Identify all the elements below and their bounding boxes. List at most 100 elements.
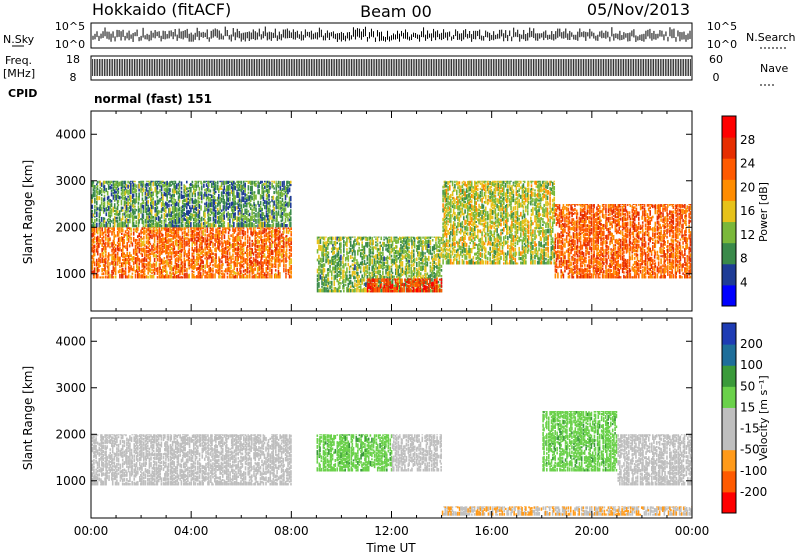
heatmap-cell [354, 271, 356, 276]
heatmap-cell [349, 236, 352, 241]
heatmap-cell [258, 272, 261, 279]
heatmap-cell [390, 286, 393, 293]
heatmap-cell [456, 225, 458, 229]
heatmap-cell [107, 211, 110, 218]
heatmap-cell [95, 242, 98, 245]
heatmap-cell [418, 240, 420, 244]
heatmap-cell [113, 203, 116, 209]
heatmap-cell [96, 207, 99, 211]
heatmap-cell [410, 255, 412, 260]
heatmap-cell [433, 250, 436, 254]
heatmap-cell [241, 264, 244, 268]
heatmap-cell [132, 209, 135, 216]
heatmap-cell [269, 201, 271, 204]
heatmap-cell [447, 181, 449, 185]
heatmap-cell [444, 215, 447, 218]
heatmap-cell [132, 265, 135, 272]
heatmap-cell [288, 243, 291, 248]
heatmap-cell [227, 261, 230, 267]
heatmap-cell [267, 227, 269, 230]
heatmap-cell [490, 192, 493, 199]
heatmap-cell [289, 202, 292, 209]
heatmap-cell [135, 189, 138, 193]
heatmap-cell [233, 242, 236, 248]
heatmap-cell [159, 244, 161, 247]
heatmap-cell [390, 248, 393, 251]
heatmap-cell [442, 253, 444, 259]
heatmap-cell [457, 221, 459, 228]
heatmap-cell [340, 290, 342, 293]
heatmap-cell [107, 237, 110, 243]
heatmap-cell [454, 180, 456, 184]
heatmap-cell [134, 198, 136, 205]
heatmap-cell [429, 236, 432, 240]
heatmap-cell [175, 190, 178, 195]
heatmap-cell [373, 279, 376, 284]
heatmap-cell [354, 238, 356, 243]
heatmap-cell [484, 189, 487, 194]
heatmap-cell [175, 274, 178, 279]
heatmap-cell [337, 236, 340, 239]
heatmap-cell [222, 200, 225, 205]
heatmap-cell [153, 243, 156, 247]
heatmap-cell [145, 207, 148, 211]
heatmap-cell [236, 252, 238, 257]
heatmap-cell [382, 278, 385, 282]
heatmap-cell [258, 184, 260, 189]
heatmap-cell [145, 180, 148, 182]
heatmap-cell [496, 203, 498, 209]
heatmap-cell [321, 288, 323, 293]
heatmap-cell [257, 211, 259, 218]
heatmap-cell [457, 186, 459, 190]
heatmap-cell [426, 236, 429, 240]
heatmap-cell [465, 255, 468, 260]
heatmap-cell [461, 197, 464, 202]
heatmap-cell [140, 259, 142, 263]
heatmap-cell [102, 263, 105, 267]
heatmap-cell [130, 188, 132, 195]
heatmap-cell [276, 195, 278, 199]
heatmap-cell [457, 216, 459, 221]
heatmap-cell [469, 192, 472, 195]
heatmap-cell [359, 249, 362, 252]
heatmap-cell [428, 278, 430, 280]
heatmap-cell [472, 244, 475, 250]
heatmap-cell [405, 236, 408, 239]
heatmap-cell [175, 224, 178, 228]
heatmap-cell [236, 222, 238, 228]
heatmap-cell [209, 202, 212, 208]
heatmap-cell [178, 184, 181, 189]
heatmap-cell [114, 258, 117, 261]
heatmap-cell [267, 255, 269, 259]
heatmap-cell [227, 245, 230, 249]
heatmap-cell [361, 252, 364, 255]
heatmap-cell [322, 247, 325, 254]
heatmap-cell [442, 217, 444, 222]
heatmap-cell [152, 181, 155, 187]
heatmap-cell [447, 252, 449, 259]
heatmap-cell [121, 273, 123, 279]
heatmap-cell [386, 278, 388, 280]
heatmap-cell [202, 229, 204, 236]
heatmap-cell [465, 252, 468, 256]
heatmap-cell [209, 214, 212, 217]
heatmap-cell [482, 196, 485, 200]
heatmap-cell [92, 222, 95, 225]
heatmap-cell [270, 263, 273, 269]
heatmap-cell [468, 247, 470, 253]
heatmap-cell [322, 267, 325, 273]
heatmap-cell [319, 239, 322, 244]
heatmap-cell [204, 227, 206, 229]
heatmap-cell [169, 228, 171, 234]
heatmap-cell [181, 243, 184, 249]
heatmap-cell [458, 204, 461, 211]
heatmap-cell [496, 248, 498, 251]
heatmap-cell [338, 270, 341, 273]
heatmap-cell [127, 180, 129, 184]
heatmap-cell [359, 236, 362, 241]
heatmap-cell [107, 243, 110, 247]
heatmap-cell [356, 240, 359, 245]
heatmap-cell [221, 245, 223, 248]
heatmap-cell [476, 260, 479, 265]
heatmap-cell [170, 247, 173, 251]
